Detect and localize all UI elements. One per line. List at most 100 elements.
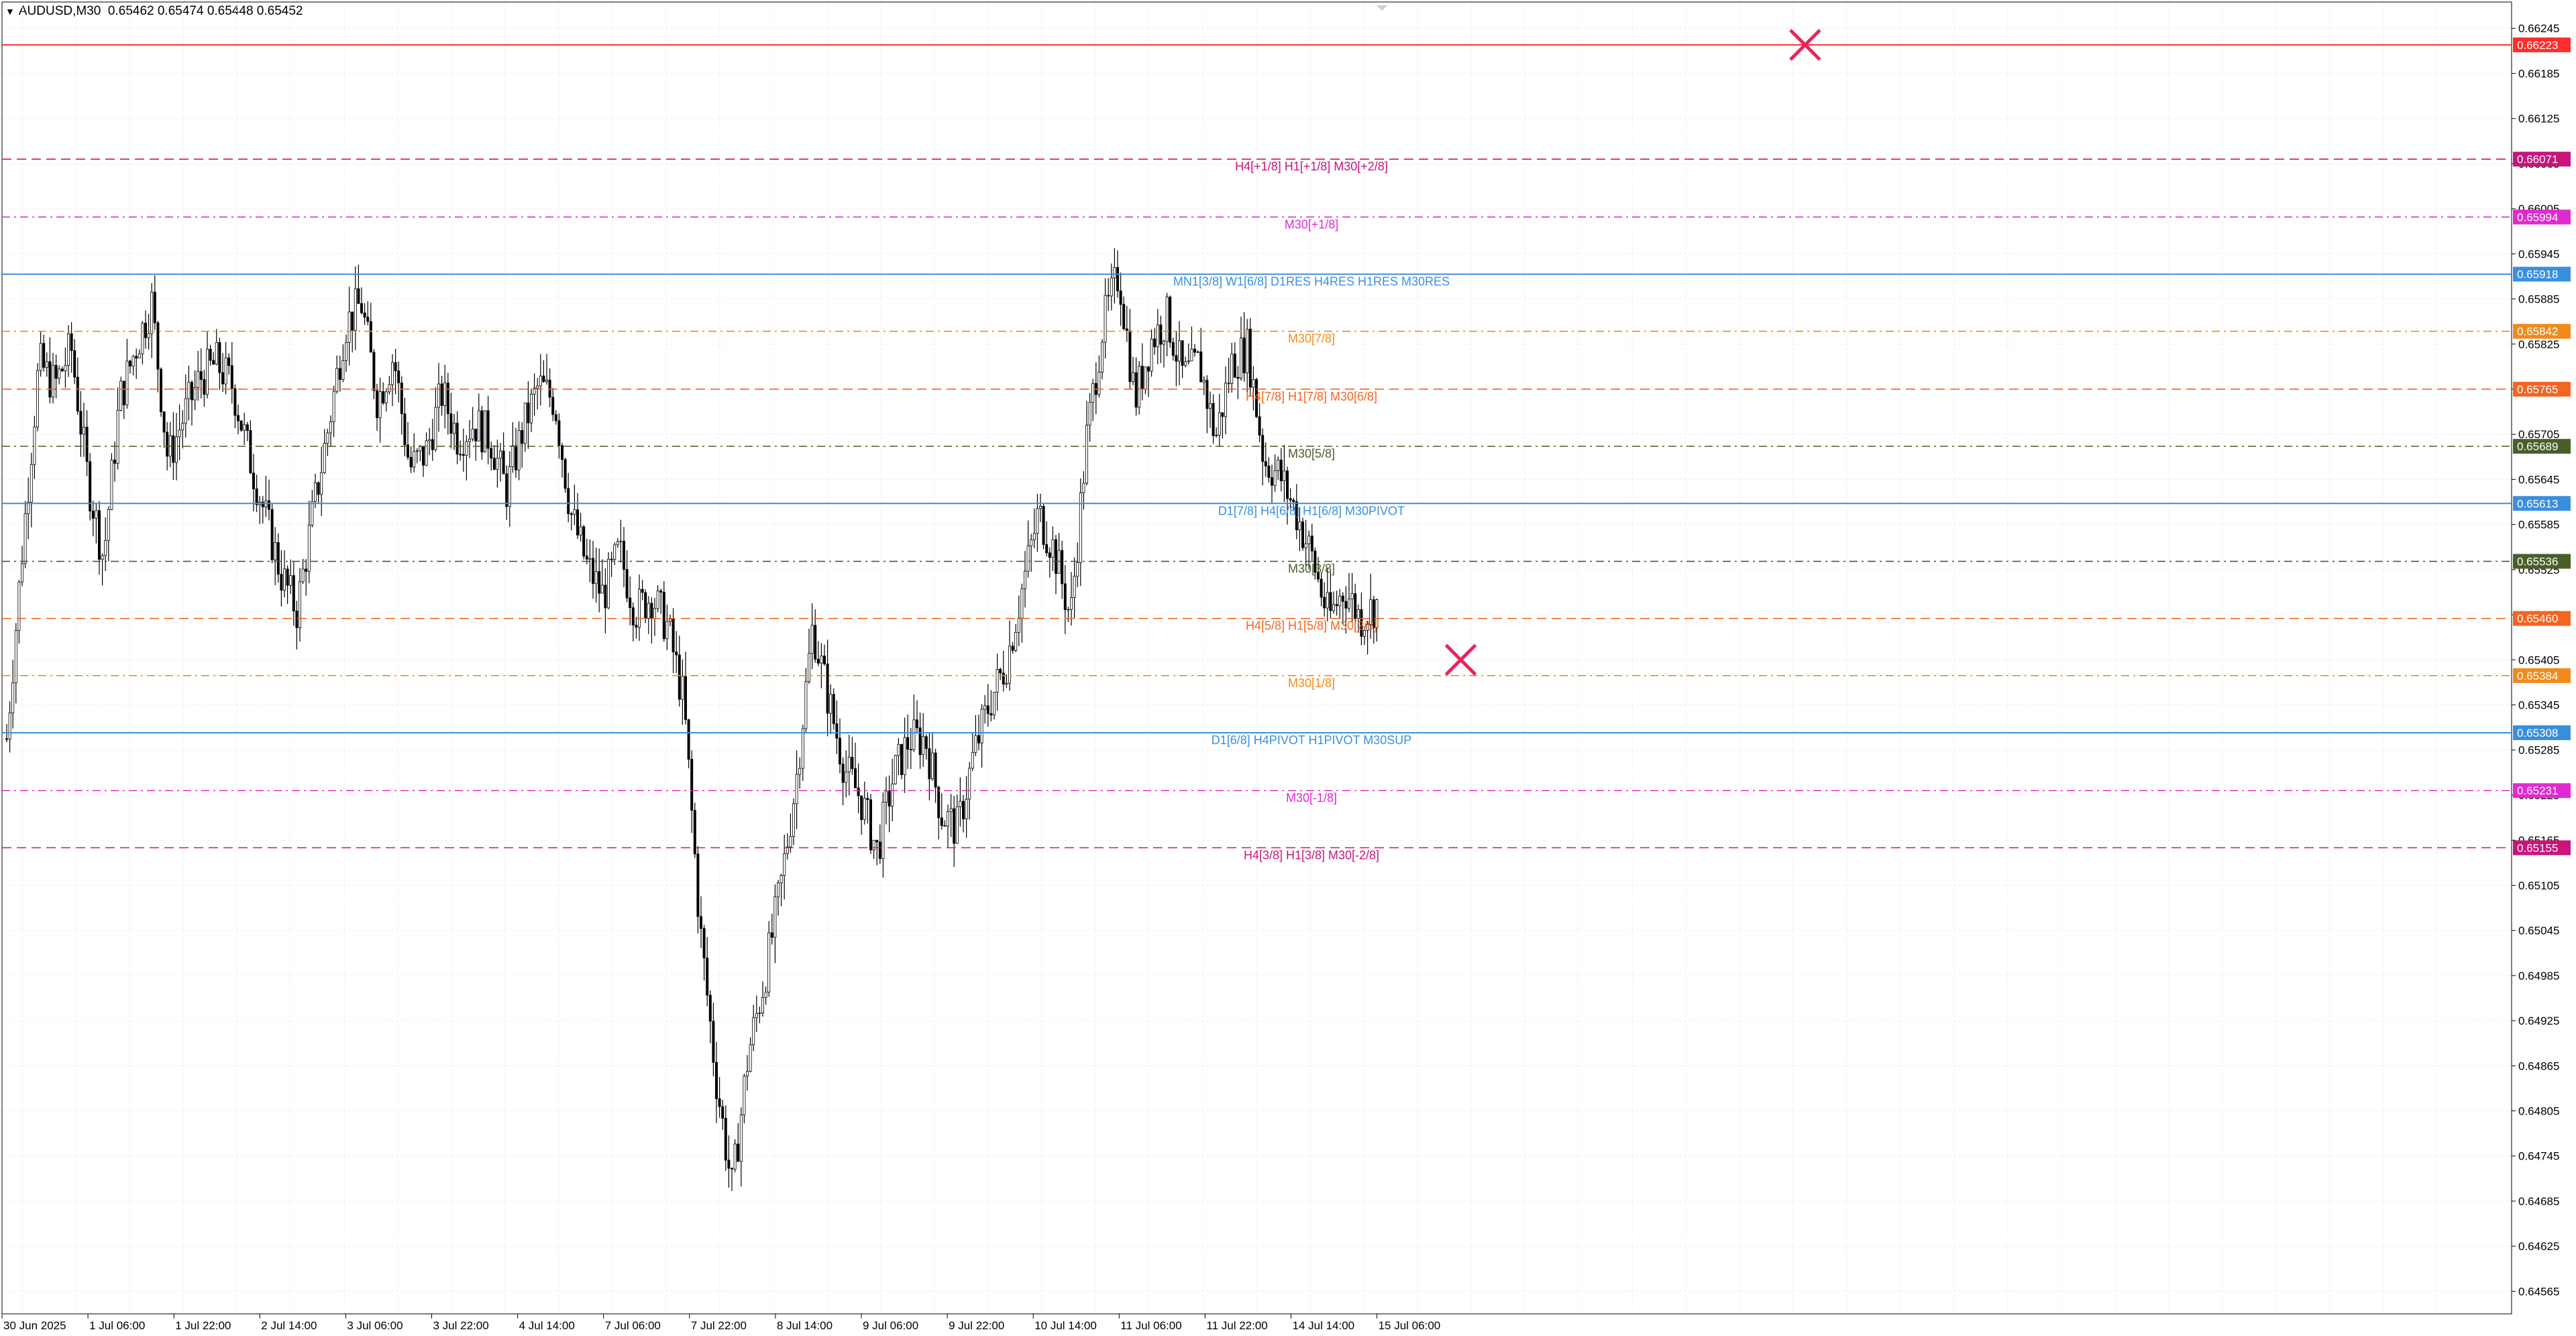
candle-body (700, 916, 703, 929)
candle-body (159, 368, 162, 413)
candle-body (292, 575, 295, 611)
candle-body (900, 743, 904, 775)
candle-body (712, 1021, 715, 1063)
candle-body (276, 542, 280, 575)
y-tick-label: 0.64745 (2518, 1150, 2559, 1163)
x-tick-label: 9 Jul 22:00 (949, 1319, 1004, 1332)
menu-triangle-icon[interactable]: ▼ (5, 6, 15, 17)
candle-body (727, 1160, 731, 1169)
y-tick-label: 0.64865 (2518, 1060, 2559, 1072)
candle-body (1116, 267, 1120, 291)
candle-body (230, 365, 233, 389)
candle-body (665, 621, 669, 639)
candle-body (1323, 597, 1326, 609)
candle-body (1171, 342, 1175, 356)
candle-body (1221, 412, 1224, 417)
candle-body (1289, 498, 1292, 501)
candle-body (52, 364, 55, 398)
candle-body (955, 806, 959, 844)
candle-body (267, 500, 270, 510)
candle-body (156, 322, 160, 370)
price-tag (2513, 783, 2571, 799)
candle-body (39, 343, 42, 371)
candle-body (221, 372, 224, 384)
y-tick-label: 0.64925 (2518, 1015, 2559, 1027)
candle-body (36, 370, 40, 427)
candle-body (1063, 583, 1067, 610)
candle-body (928, 748, 931, 780)
candle-body (27, 502, 30, 515)
candle-body (561, 445, 564, 460)
candle-body (384, 391, 388, 403)
candle-body (795, 774, 798, 805)
candle-body (1032, 533, 1036, 540)
candle-body (376, 390, 379, 419)
candle-body (407, 444, 410, 458)
candle-body (1304, 543, 1307, 548)
x-tick-label: 2 Jul 14:00 (261, 1319, 317, 1332)
candle-body (468, 438, 472, 442)
candle-body (397, 370, 400, 384)
candle-body (1350, 593, 1354, 600)
candle-body (128, 360, 131, 367)
candle-body (801, 728, 804, 769)
candle-body (521, 430, 524, 444)
y-tick-label: 0.65645 (2518, 473, 2559, 486)
candle-body (616, 541, 619, 546)
candle-body (1039, 506, 1042, 509)
candle-body (718, 1098, 721, 1107)
candle-body (440, 383, 443, 406)
candle-body (480, 410, 484, 452)
candle-body (1020, 588, 1024, 619)
candle-body (437, 383, 441, 408)
candle-body (178, 429, 181, 438)
y-tick-label: 0.64985 (2518, 970, 2559, 982)
price-tag (2513, 381, 2571, 397)
y-tick-label: 0.65285 (2518, 744, 2559, 757)
candle-body (650, 603, 653, 619)
candle-body (64, 365, 67, 372)
candle-body (459, 454, 462, 456)
candle-body (474, 429, 478, 442)
candle-body (647, 603, 650, 619)
candle-body (446, 382, 449, 415)
candle-body (592, 558, 595, 584)
candle-body (662, 592, 665, 639)
candle-body (1104, 295, 1107, 343)
candle-body (684, 676, 688, 720)
y-tick-label: 0.66245 (2518, 22, 2559, 35)
candle-body (1175, 355, 1178, 362)
candle-body (631, 607, 635, 625)
y-tick-label: 0.66185 (2518, 67, 2559, 80)
candle-body (486, 410, 490, 449)
candle-body (113, 460, 116, 464)
candle-body (878, 841, 881, 859)
candle-body (1169, 297, 1172, 343)
candle-body (453, 423, 456, 434)
candle-body (841, 764, 845, 783)
candle-body (1036, 508, 1039, 534)
y-tick-label: 0.64685 (2518, 1195, 2559, 1208)
candle-body (746, 1071, 749, 1077)
candle-body (820, 656, 823, 664)
candle-body (1261, 435, 1265, 462)
candle-body (391, 362, 394, 385)
candle-body (1267, 466, 1271, 478)
candle-body (585, 556, 588, 560)
candle-body (1091, 382, 1095, 403)
candle-body (246, 424, 249, 431)
candle-body (1354, 593, 1357, 619)
candle-body (295, 611, 299, 628)
candle-body (42, 343, 46, 368)
candle-body (1258, 416, 1261, 436)
candle-body (91, 511, 95, 519)
candle-body (323, 443, 326, 473)
candle-body (881, 802, 885, 859)
candle-body (1079, 493, 1082, 563)
candle-body (307, 525, 311, 572)
candle-body (449, 413, 453, 434)
candle-body (1335, 604, 1338, 607)
candle-body (153, 291, 156, 323)
shift-marker-icon[interactable] (1377, 5, 1387, 11)
